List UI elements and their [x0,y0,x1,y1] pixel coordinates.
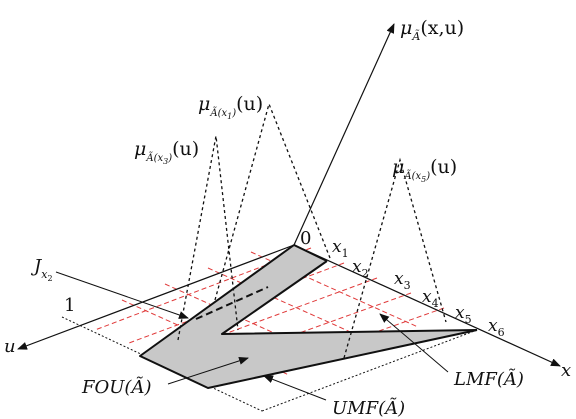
x-tick-label: x1 [332,237,349,260]
umf-edge [139,244,478,389]
x-tick-label: x6 [488,316,505,339]
plane-boundary [61,316,478,412]
x-tick-label: x4 [422,287,439,310]
jx2-slice-line [195,286,269,320]
secondary-mf-x5 [343,157,447,359]
jx2-label: Jx2 [30,256,53,283]
mu-axis [293,23,395,246]
secondary-mf-triangles [177,101,447,359]
mu-x3-label: μÃ(x3)(u) [134,138,199,166]
axes [17,23,561,367]
grid-line-x1 [94,247,312,331]
x-tick-label: x5 [455,303,472,326]
secondary-mf-x1 [214,101,331,301]
lmf-label: LMF(Ã) [453,368,524,390]
fou-leader [167,356,249,385]
x-axis [293,244,561,367]
mu-x5-label: μÃ(x5)(u) [392,156,457,184]
lmf-leader [379,313,449,373]
umf-leader [263,375,327,401]
lmf-edge [221,260,478,335]
grid-line-x4 [195,292,412,371]
x-tick-label: x3 [394,269,411,292]
x-axis-label: x [561,360,571,381]
grid-line-u2 [207,267,376,344]
grid-line-u1 [250,251,419,328]
mu-full-label: μÃ(x,u) [400,17,464,43]
origin-label: 0 [300,228,311,249]
u-one-label: 1 [64,295,75,316]
secondary-mf-x3 [177,135,239,341]
u-axis-label: u [4,336,16,357]
mu-x1-label: μÃ(x1)(u) [198,93,263,121]
fou-label: FOU(Ã) [81,376,151,398]
x-tick-label: x2 [352,257,369,280]
grid-line-x3 [161,277,378,358]
umf-label: UMF(Ã) [332,397,405,419]
leader-lines [55,271,449,401]
jx2-leader [55,271,189,319]
boundary-u-equals-1 [61,316,263,412]
x-tick-labels: x1 x2 x3 x4 x5 x6 [332,237,505,339]
fou-region [140,245,477,388]
u-axis [17,244,295,350]
